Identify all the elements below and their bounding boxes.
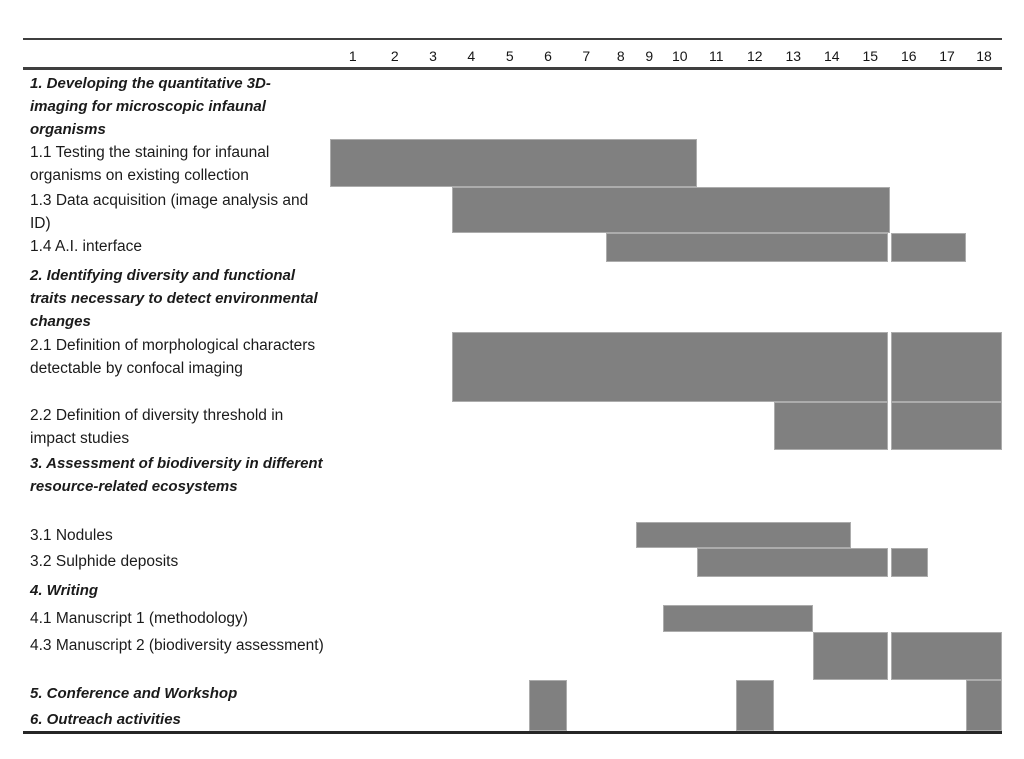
task-label: 3.2 Sulphide deposits bbox=[30, 553, 179, 570]
month-tick: 16 bbox=[900, 48, 917, 64]
task-label: 2.1 Definition of morphological characte… bbox=[30, 337, 316, 377]
gantt-bar bbox=[812, 632, 888, 680]
section-label: 6. Outreach activities bbox=[30, 711, 181, 728]
gantt-bar bbox=[452, 187, 890, 233]
section-label: 3. Assessment of biodiversity in differe… bbox=[30, 455, 323, 495]
month-tick: 6 bbox=[544, 48, 552, 64]
month-tick: 13 bbox=[785, 48, 802, 64]
month-tick: 4 bbox=[467, 48, 476, 64]
month-tick: 9 bbox=[645, 48, 654, 64]
section-label: 2. Identifying diversity and functional … bbox=[30, 267, 318, 330]
task-label: 4.3 Manuscript 2 (biodiversity assessmen… bbox=[30, 637, 324, 654]
month-tick: 5 bbox=[505, 48, 514, 64]
gantt-bar bbox=[452, 332, 888, 402]
gantt-bar bbox=[966, 680, 1002, 731]
month-tick: 3 bbox=[429, 48, 437, 64]
month-tick: 1 bbox=[348, 48, 357, 64]
task-label: 3.1 Nodules bbox=[30, 527, 113, 544]
month-tick: 10 bbox=[671, 48, 688, 64]
month-tick: 17 bbox=[939, 48, 955, 64]
gantt-bar bbox=[697, 548, 888, 577]
month-tick: 11 bbox=[708, 48, 724, 64]
header-rule bbox=[23, 67, 1002, 70]
gantt-bar bbox=[735, 680, 774, 731]
gantt-bar bbox=[529, 680, 567, 731]
bottom-rule bbox=[23, 731, 1002, 734]
gantt-bar bbox=[890, 233, 966, 262]
gantt-bar bbox=[890, 548, 928, 577]
task-label: 4.1 Manuscript 1 (methodology) bbox=[30, 610, 248, 627]
gantt-bar bbox=[774, 402, 888, 450]
month-tick: 2 bbox=[390, 48, 399, 64]
task-label: 1.1 Testing the staining for infaunal or… bbox=[30, 144, 270, 184]
month-tick: 8 bbox=[616, 48, 625, 64]
month-tick: 18 bbox=[976, 48, 992, 64]
task-label: 1.3 Data acquisition (image analysis and… bbox=[30, 192, 309, 232]
section-label: 1. Developing the quantitative 3D-imagin… bbox=[30, 75, 271, 138]
gantt-bar bbox=[890, 332, 1002, 402]
month-tick: 12 bbox=[746, 48, 763, 64]
gantt-bar bbox=[605, 233, 888, 262]
month-tick: 15 bbox=[862, 48, 879, 64]
gantt-bar bbox=[890, 632, 1002, 680]
month-tick: 14 bbox=[823, 48, 840, 64]
section-label: 4. Writing bbox=[30, 582, 99, 599]
task-label: 2.2 Definition of diversity threshold in… bbox=[30, 407, 284, 447]
task-label: 1.4 A.I. interface bbox=[30, 238, 143, 255]
gantt-bar bbox=[636, 522, 851, 548]
gantt-bar bbox=[890, 402, 1002, 450]
gantt-bar bbox=[330, 139, 697, 187]
section-label: 5. Conference and Workshop bbox=[30, 685, 238, 702]
gantt-bar bbox=[662, 605, 813, 632]
month-tick: 7 bbox=[582, 48, 591, 64]
top-rule bbox=[23, 38, 1002, 40]
